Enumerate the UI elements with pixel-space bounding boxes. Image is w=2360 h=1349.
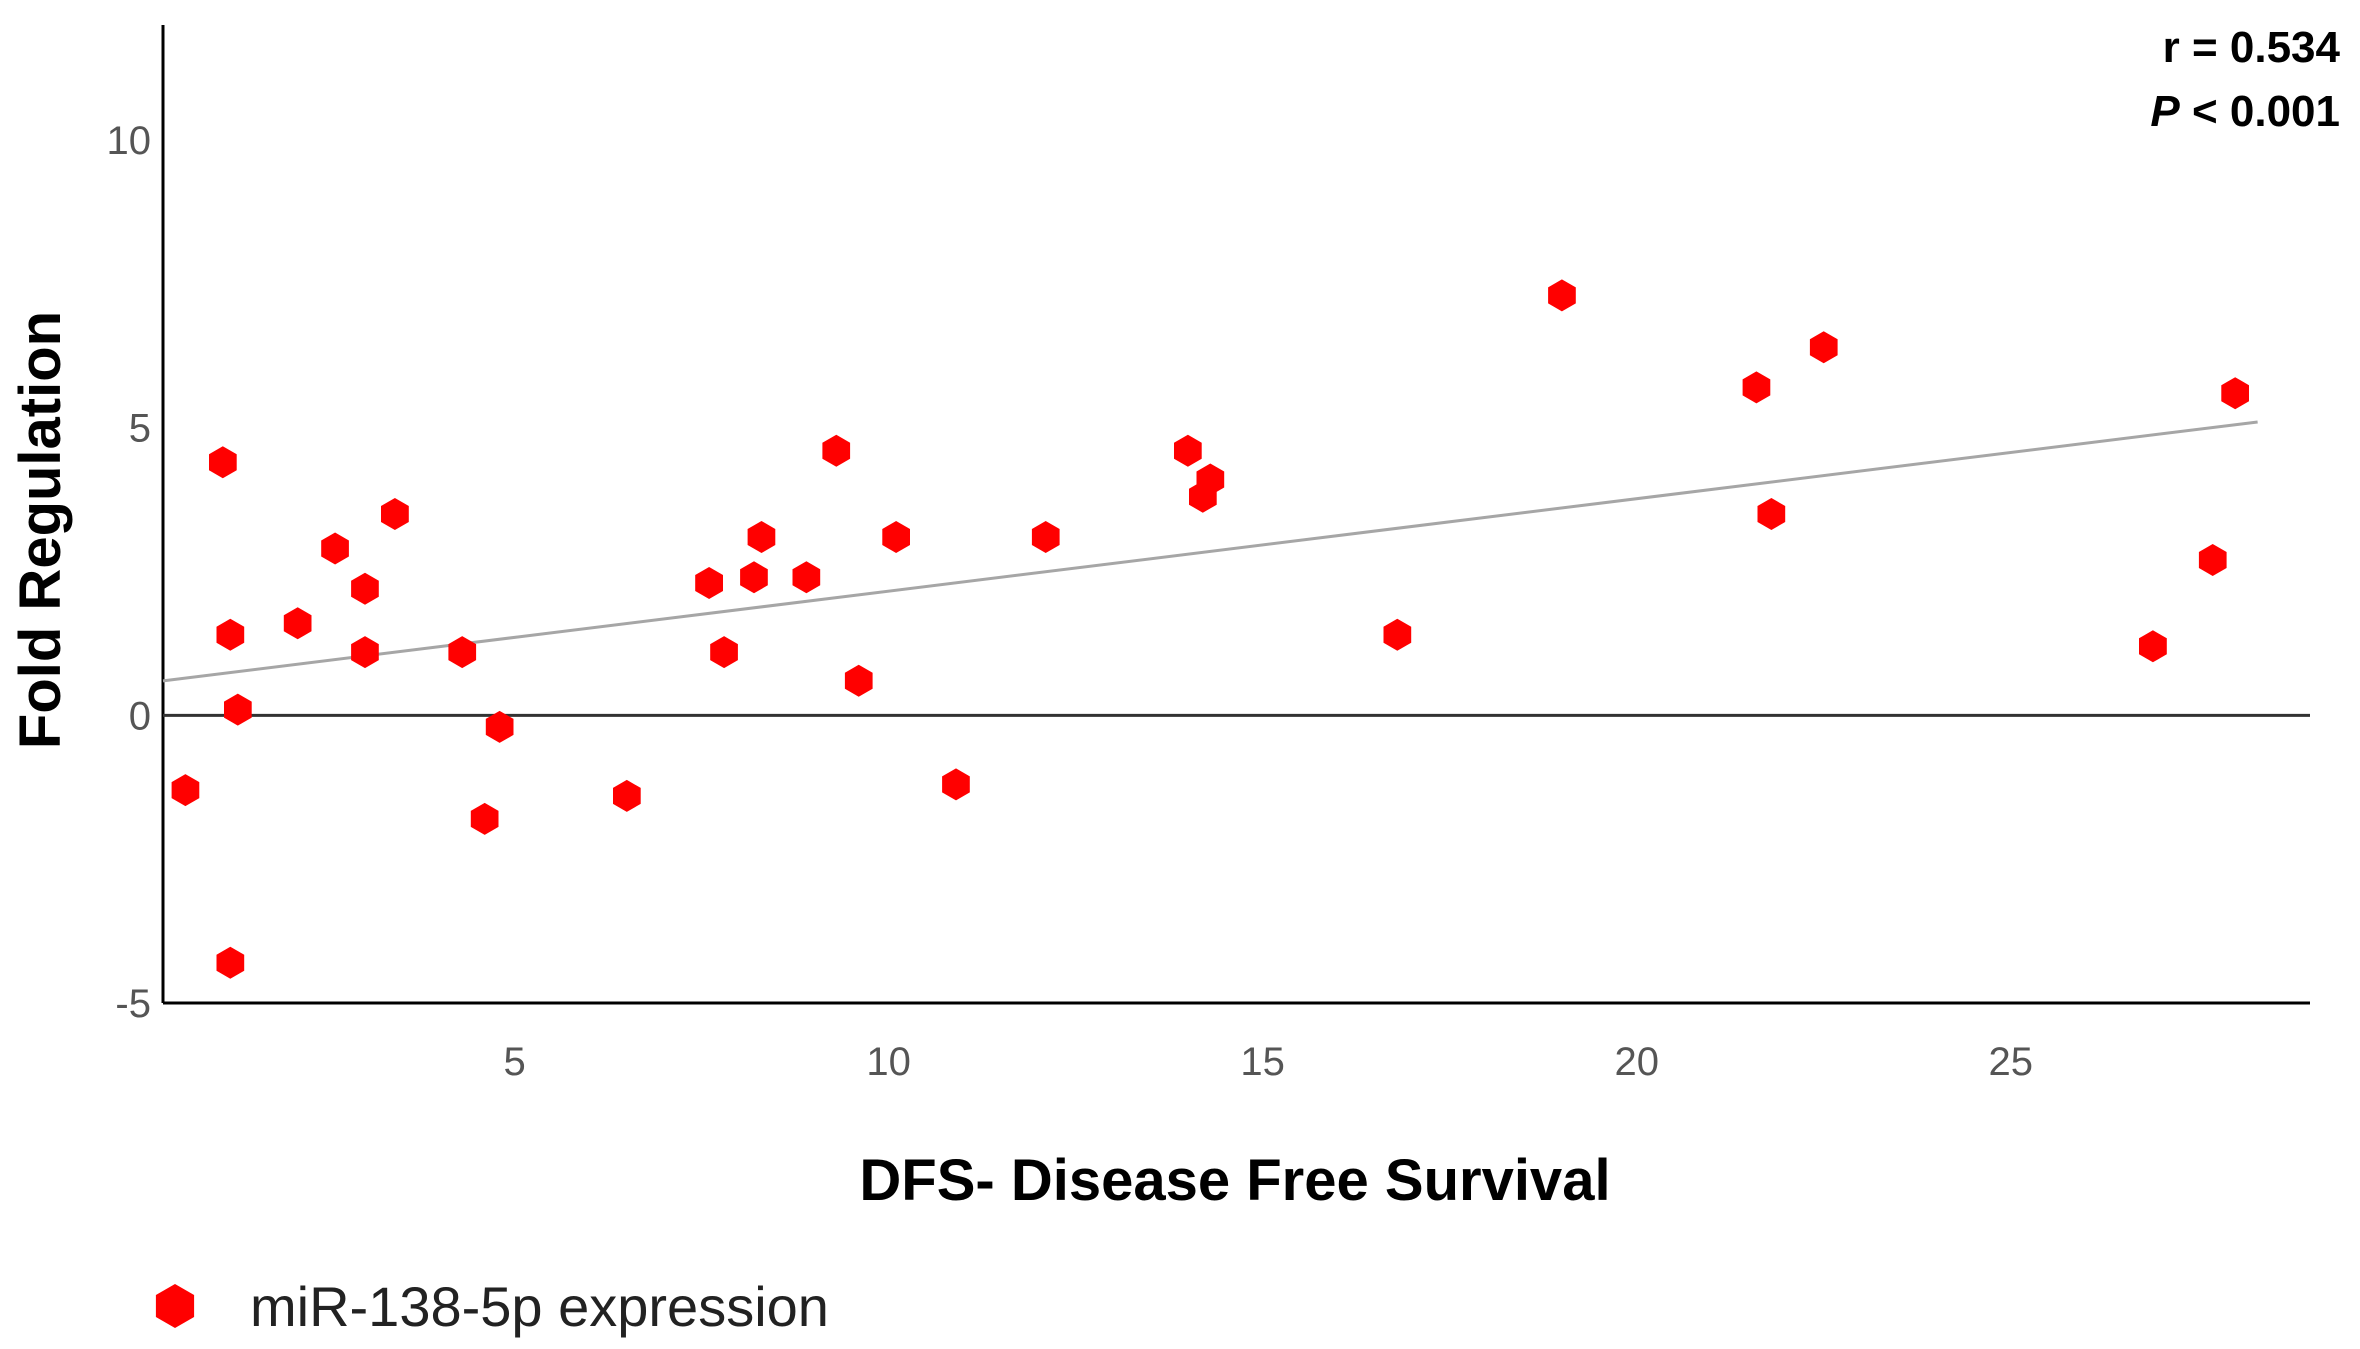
p-value-annotation: P < 0.001	[2150, 87, 2340, 136]
data-point	[1809, 331, 1838, 364]
data-point	[1757, 498, 1786, 530]
data-point	[2221, 377, 2249, 410]
y-tick-label: 0	[129, 694, 151, 738]
data-point	[1383, 618, 1412, 651]
legend: miR-138-5p expression	[155, 1275, 829, 1338]
data-point	[485, 710, 514, 743]
data-point	[351, 636, 379, 669]
x-tick-label: 25	[1989, 1040, 2034, 1084]
data-point	[216, 946, 245, 979]
data-point	[216, 618, 245, 651]
data-point	[1174, 434, 1202, 467]
data-point	[2139, 630, 2167, 663]
regression-line	[162, 420, 2258, 683]
data-point	[695, 567, 723, 599]
data-point	[470, 802, 499, 835]
data-point	[209, 446, 237, 479]
data-point	[747, 521, 776, 553]
p-value-symbol: P	[2150, 87, 2180, 136]
data-point	[283, 607, 312, 640]
legend-label: miR-138-5p expression	[250, 1275, 829, 1338]
data-point	[710, 636, 738, 669]
data-point	[321, 532, 349, 565]
x-tick-label: 10	[866, 1040, 911, 1084]
data-point	[448, 636, 477, 669]
x-tick-label: 20	[1614, 1040, 1659, 1084]
data-point	[1031, 521, 1060, 553]
p-value-rest: < 0.001	[2180, 87, 2340, 136]
y-tick-label: -5	[115, 982, 151, 1026]
data-point	[224, 693, 252, 726]
x-tick-label: 5	[503, 1040, 525, 1084]
data-point	[171, 774, 200, 807]
data-point	[1196, 463, 1225, 496]
data-point	[740, 561, 768, 594]
data-point	[1742, 371, 1771, 404]
data-point	[613, 779, 641, 812]
data-point	[942, 768, 970, 801]
x-tick-label: 15	[1240, 1040, 1285, 1084]
correlation-annotation: r = 0.534	[2163, 23, 2341, 72]
data-point	[792, 561, 821, 594]
plot-area: 10 5 0 -5 5 10 15 20 25	[107, 25, 2310, 1084]
data-point	[2198, 544, 2227, 576]
y-tick-label: 10	[107, 119, 152, 163]
data-point	[1548, 279, 1576, 312]
data-point	[882, 521, 910, 553]
data-point	[351, 572, 379, 605]
y-tick-label: 5	[129, 407, 151, 451]
data-point	[381, 498, 409, 530]
data-point	[822, 434, 851, 467]
legend-marker	[155, 1284, 195, 1328]
x-axis-title: DFS- Disease Free Survival	[859, 1148, 1610, 1213]
data-point	[844, 664, 873, 697]
y-axis-title: Fold Regulation	[8, 311, 73, 749]
